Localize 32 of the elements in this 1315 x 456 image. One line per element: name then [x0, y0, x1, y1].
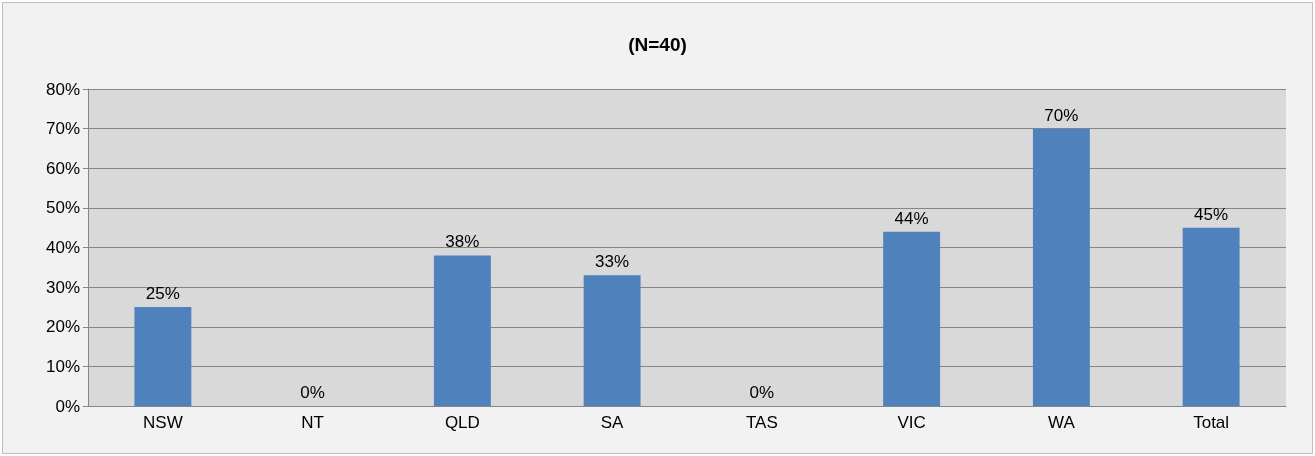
data-label: 25% [145, 283, 180, 303]
y-tick-label: 50% [45, 198, 80, 218]
y-tick-label: 40% [45, 238, 80, 257]
data-label: 33% [595, 252, 630, 272]
data-label: 44% [894, 208, 929, 228]
chart-title: (N=40) [628, 34, 687, 55]
y-tick-label: 70% [45, 119, 80, 139]
data-label: 70% [1044, 105, 1079, 125]
bar [1182, 227, 1240, 406]
bar [134, 306, 192, 406]
y-tick-label: 20% [45, 317, 80, 337]
x-tick-label: VIC [897, 413, 926, 432]
y-tick-label: 10% [45, 356, 80, 376]
y-tick-label: 80% [45, 79, 80, 99]
x-tick-label: TAS [745, 413, 778, 432]
data-label: 45% [1194, 204, 1229, 224]
bar [883, 231, 941, 406]
bar [433, 255, 491, 406]
x-tick-label: WA [1047, 413, 1076, 432]
data-label: 0% [749, 383, 775, 402]
x-tick-label: NSW [143, 413, 183, 432]
data-label: 38% [445, 232, 480, 252]
x-tick-label: NT [301, 413, 324, 432]
y-tick-label: 60% [45, 158, 80, 178]
bar [1032, 128, 1090, 406]
data-label: 0% [300, 383, 325, 402]
x-tick-label: Total [1193, 413, 1230, 432]
y-tick-label: 30% [45, 277, 80, 297]
y-tick-label: 0% [55, 396, 80, 416]
bar [583, 275, 641, 406]
x-tick-label: SA [600, 413, 625, 432]
x-tick-label: QLD [444, 413, 480, 432]
